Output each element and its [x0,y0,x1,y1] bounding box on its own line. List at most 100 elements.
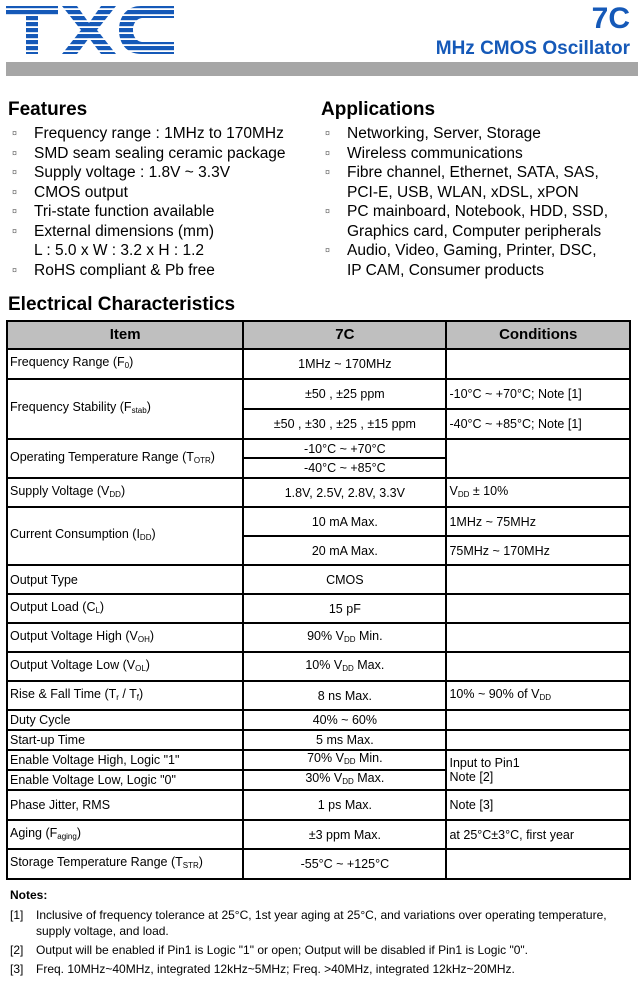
bullet-icon: ¤ [12,167,18,177]
subscript: OTR [193,455,211,465]
header-conditions: Conditions [445,320,631,350]
list-item: ¤ RoHS compliant & Pb free [12,261,215,279]
table-row: 20 mA Max. 75MHz ~ 170MHz [7,535,631,566]
header-7c: 7C [242,320,448,350]
cell-conditions [445,438,631,479]
cell-conditions [445,622,631,653]
cell-item: Start-up Time [5,729,245,751]
subscript: DD [539,692,552,702]
table-row: Storage Temperature Range (TSTR) -55°C ~ … [5,848,631,880]
note-item: [2] Output will be enabled if Pin1 is Log… [10,942,630,958]
cell-conditions [445,848,631,880]
cell-value: ±50 , ±25 ppm [242,378,448,410]
cell-value: 10 mA Max. [242,506,448,537]
cell-conditions [445,593,631,624]
table-row: Phase Jitter, RMS 1 ps Max. Note [3] [5,789,631,821]
cell-conditions [445,729,631,751]
bullet-icon: ¤ [325,245,331,255]
cell-conditions: Input to Pin1 Note [2] [445,749,631,791]
subscript: aging [57,831,77,841]
cell-conditions: at 25°C±3°C, first year [445,819,631,850]
cell-conditions: -40°C ~ +85°C; Note [1] [445,408,631,440]
header-divider [6,62,638,76]
subscript: STR [182,861,199,870]
cell-conditions: 10% ~ 90% of VDD [445,680,631,711]
cell-item: Frequency Stability (Fstab) [5,378,245,440]
note-number: [1] [10,908,24,922]
note-text: Output will be enabled if Pin1 is Logic … [36,943,528,957]
cell-conditions [445,564,631,595]
table-row: Enable Voltage Low, Logic "0" 30% VDD Max… [5,769,630,791]
subscript: DD [343,757,356,766]
note-item: [1] Inclusive of frequency tolerance at 2… [10,907,630,939]
cell-value: -55°C ~ +125°C [242,848,448,880]
notes-heading: Notes: [10,888,48,902]
cell-item: Phase Jitter, RMS [5,789,245,821]
cell-value: CMOS [242,564,448,595]
bullet-icon: ¤ [325,206,331,216]
cell-item: Output Voltage Low (VOL) [5,651,245,682]
cell-value: 1 ps Max. [242,789,448,821]
cell-conditions: 1MHz ~ 75MHz [445,506,631,537]
bullet-icon: ¤ [12,186,18,197]
table-row: Supply Voltage (VDD) 1.8V, 2.5V, 2.8V, 3.… [5,477,631,508]
bullet-icon: ¤ [12,128,18,138]
cell-conditions: -10°C ~ +70°C; Note [1] [445,378,631,410]
subscript: 0 [124,361,130,370]
cell-item: Enable Voltage High, Logic "1" [5,749,245,771]
table-row: Frequency Stability (Fstab) ±50 , ±25 ppm… [5,378,631,440]
cell-value: 10% VDD Max. [242,651,448,682]
bullet-icon: ¤ [325,128,331,138]
list-item: ¤ Wireless communications [325,144,523,162]
subscript: DD [109,489,121,499]
list-item: ¤ Audio, Video, Gaming, Printer, DSC, IP C… [325,242,597,279]
list-item: ¤ Frequency range : 1MHz to 170MHz [12,125,284,142]
cell-item: Duty Cycle [5,709,245,731]
cell-value: 5 ms Max. [242,729,448,751]
cell-item: Output Type [5,564,245,595]
cell-item: Operating Temperature Range (TOTR) [5,438,245,479]
subscript: DD [343,634,356,644]
cell-conditions [445,651,631,682]
cell-value: -40°C ~ +85°C [242,457,448,479]
applications-heading: Applications [321,99,436,120]
subscript: f [136,692,140,702]
electrical-heading: Electrical Characteristics [8,294,236,315]
table-row: Duty Cycle 40% ~ 60% [5,709,631,731]
cell-value: 8 ns Max. [242,680,448,711]
subscript: stab [131,406,147,415]
subscript: OH [137,634,150,644]
cell-item: Rise & Fall Time (Tr / Tf) [5,680,245,711]
cell-item: Output Voltage High (VOH) [5,622,245,653]
electrical-characteristics-table: Item 7C Conditions Frequency Range (F0) 1… [5,320,631,880]
applications-list: ¤ Networking, Server, Storage ¤ Wireless co… [321,124,641,280]
cell-value: 90% VDD Min. [242,622,448,653]
cell-value: -10°C ~ +70°C [242,438,448,459]
table-row: ±50 , ±30 , ±25 , ±15 ppm -40°C ~ +85°C; … [7,408,631,440]
bullet-icon: ¤ [12,264,18,275]
subscript: r [116,692,119,702]
table-row: Rise & Fall Time (Tr / Tf) 8 ns Max. 10% ~… [5,680,631,711]
product-subtitle: MHz CMOS Oscillator [435,38,630,59]
list-item: ¤ Fibre channel, Ethernet, SATA, SAS, PCI-… [325,164,599,201]
table-row: Output Voltage Low (VOL) 10% VDD Max. [5,651,631,682]
table-row: Enable Voltage High, Logic "1" 70% VDD Mi… [5,749,631,791]
cell-value: ±50 , ±30 , ±25 , ±15 ppm [242,408,448,440]
cell-conditions [445,709,631,731]
note-number: [2] [10,943,24,957]
list-item: ¤ External dimensions (mm) L : 5.0 x W : 3… [12,222,215,260]
subscript: DD [342,777,354,786]
table-row: Operating Temperature Range (TOTR) -10°C … [5,438,631,479]
bullet-icon: ¤ [325,167,331,177]
cell-item: Current Consumption (IDD) [5,506,245,566]
bullet-icon: ¤ [12,206,18,216]
bullet-icon: ¤ [12,225,18,236]
cell-value: 15 pF [242,593,448,624]
note-item: [3] Freq. 10MHz~40MHz, integrated 12kHz~5… [10,961,630,977]
table-row: Current Consumption (IDD) 10 mA Max. 1MHz … [5,506,631,566]
note-number: [3] [10,962,24,976]
model-number: 7C [591,2,630,35]
table-row: Output Voltage High (VOH) 90% VDD Min. [5,622,631,653]
cell-value: 1MHz ~ 170MHz [242,348,448,380]
cell-item: Output Load (CL) [5,593,245,624]
